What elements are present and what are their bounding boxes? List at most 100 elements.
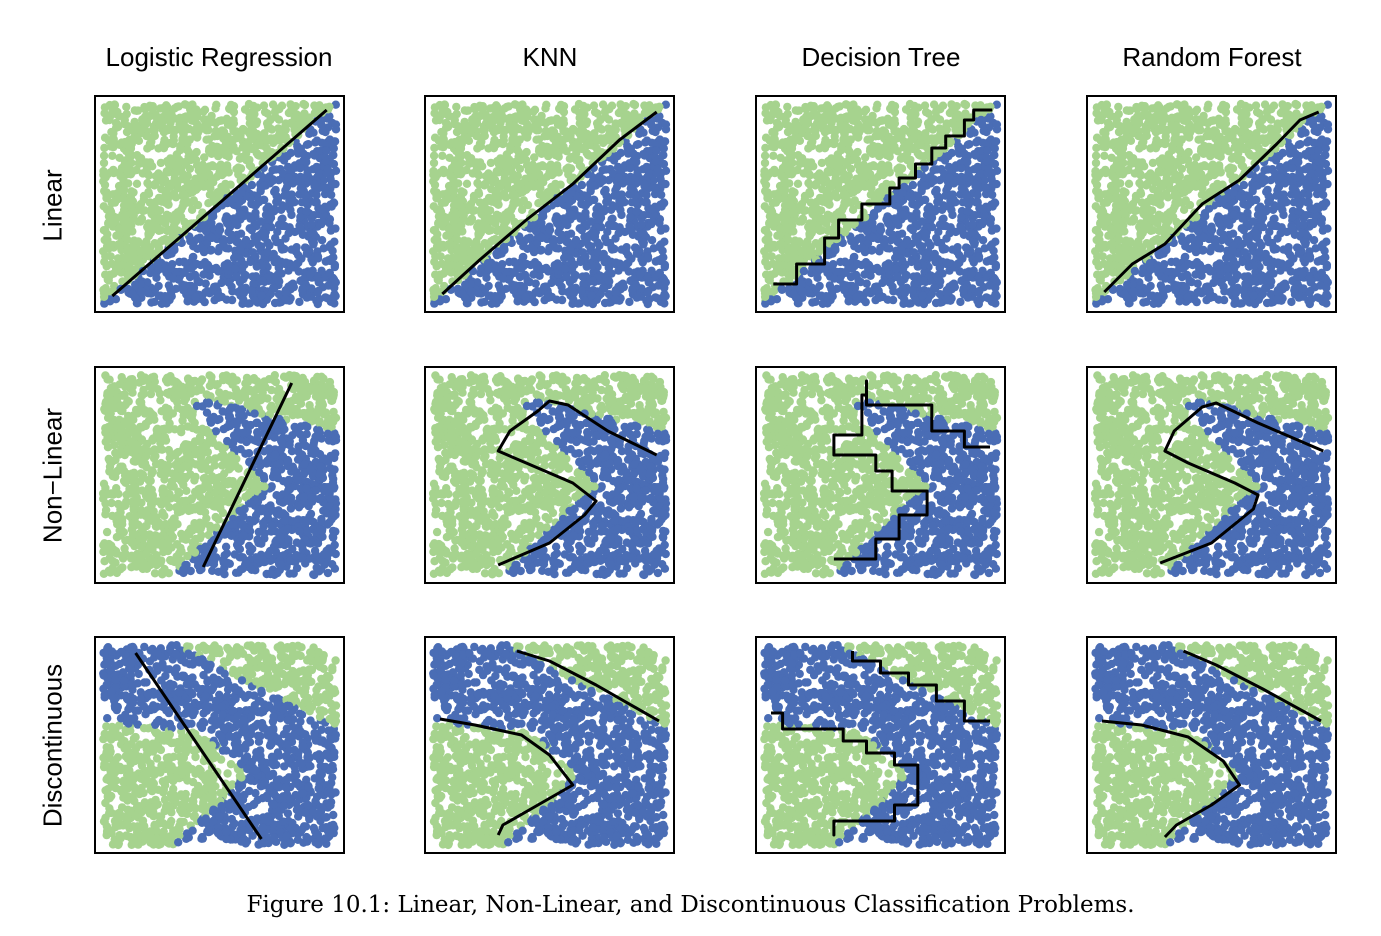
column-title-1: KNN bbox=[425, 42, 675, 73]
point-blue bbox=[985, 281, 994, 290]
point-blue bbox=[869, 209, 879, 218]
point-green bbox=[180, 158, 189, 167]
point-blue bbox=[490, 292, 500, 301]
point-blue bbox=[610, 202, 619, 211]
point-green bbox=[497, 179, 507, 188]
point-green bbox=[149, 131, 159, 140]
point-green bbox=[472, 158, 481, 167]
point-blue bbox=[909, 272, 918, 281]
point-green bbox=[139, 191, 149, 201]
point-blue bbox=[251, 200, 261, 210]
point-blue bbox=[331, 100, 340, 109]
point-green bbox=[248, 133, 257, 142]
point-green bbox=[537, 149, 546, 158]
point-blue bbox=[467, 287, 476, 296]
point-blue bbox=[626, 184, 635, 193]
point-blue bbox=[525, 233, 535, 242]
point-blue bbox=[637, 220, 646, 230]
panel-0-0 bbox=[94, 95, 345, 313]
classification-grid bbox=[94, 95, 1337, 854]
point-blue bbox=[232, 272, 241, 281]
point-blue bbox=[962, 197, 971, 207]
point-blue bbox=[280, 202, 289, 211]
point-green bbox=[238, 124, 248, 134]
point-green bbox=[106, 241, 115, 251]
point-blue bbox=[873, 263, 882, 273]
point-blue bbox=[614, 229, 623, 238]
point-blue bbox=[589, 229, 599, 238]
point-green bbox=[577, 120, 586, 130]
point-blue bbox=[309, 128, 318, 137]
point-green bbox=[491, 198, 500, 207]
point-blue bbox=[990, 198, 1000, 208]
point-blue bbox=[625, 223, 635, 232]
point-green bbox=[837, 125, 846, 135]
point-blue bbox=[596, 209, 605, 219]
point-blue bbox=[284, 229, 293, 238]
point-green bbox=[798, 247, 807, 256]
point-green bbox=[530, 171, 539, 181]
point-green bbox=[432, 190, 441, 200]
point-green bbox=[909, 133, 918, 142]
point-blue bbox=[317, 217, 326, 227]
point-green bbox=[207, 111, 216, 121]
point-green bbox=[179, 170, 188, 179]
point-blue bbox=[303, 168, 312, 177]
point-green bbox=[542, 142, 551, 152]
point-green bbox=[108, 106, 117, 115]
point-blue bbox=[239, 288, 249, 298]
point-green bbox=[921, 129, 930, 138]
point-blue bbox=[861, 297, 870, 307]
point-blue bbox=[577, 286, 586, 295]
point-blue bbox=[309, 240, 318, 249]
point-green bbox=[438, 106, 447, 115]
point-blue bbox=[892, 264, 901, 273]
point-green bbox=[199, 107, 208, 116]
point-green bbox=[534, 199, 543, 208]
point-green bbox=[793, 179, 803, 188]
point-green bbox=[854, 183, 864, 192]
point-blue bbox=[183, 297, 192, 306]
point-blue bbox=[945, 229, 954, 238]
point-blue bbox=[912, 200, 922, 210]
point-blue bbox=[600, 298, 610, 308]
point-green bbox=[791, 117, 800, 127]
point-green bbox=[439, 168, 448, 178]
point-green bbox=[122, 102, 131, 112]
point-green bbox=[227, 118, 237, 128]
point-green bbox=[541, 104, 550, 113]
point-blue bbox=[660, 137, 669, 146]
point-green bbox=[167, 159, 177, 169]
point-green bbox=[530, 153, 539, 162]
point-green bbox=[434, 219, 443, 229]
point-blue bbox=[537, 233, 547, 243]
point-green bbox=[146, 142, 156, 151]
point-blue bbox=[324, 281, 333, 290]
point-green bbox=[194, 126, 204, 135]
point-green bbox=[605, 130, 614, 139]
point-green bbox=[121, 253, 130, 263]
point-green bbox=[104, 136, 114, 145]
point-green bbox=[769, 286, 779, 296]
point-blue bbox=[644, 286, 653, 296]
point-green bbox=[833, 102, 843, 112]
point-green bbox=[865, 135, 875, 144]
point-green bbox=[436, 207, 446, 216]
point-blue bbox=[522, 259, 531, 269]
point-green bbox=[888, 118, 898, 128]
point-blue bbox=[876, 225, 886, 235]
point-blue bbox=[911, 237, 921, 246]
point-blue bbox=[223, 219, 232, 228]
point-blue bbox=[215, 225, 225, 235]
point-blue bbox=[248, 272, 257, 281]
point-blue bbox=[277, 243, 286, 252]
point-blue bbox=[313, 299, 322, 309]
point-blue bbox=[957, 144, 966, 153]
point-blue bbox=[963, 207, 973, 216]
point-green bbox=[180, 100, 190, 109]
point-blue bbox=[563, 220, 572, 230]
point-blue bbox=[269, 284, 279, 293]
point-green bbox=[452, 127, 462, 137]
point-green bbox=[180, 113, 189, 122]
point-blue bbox=[622, 259, 631, 268]
